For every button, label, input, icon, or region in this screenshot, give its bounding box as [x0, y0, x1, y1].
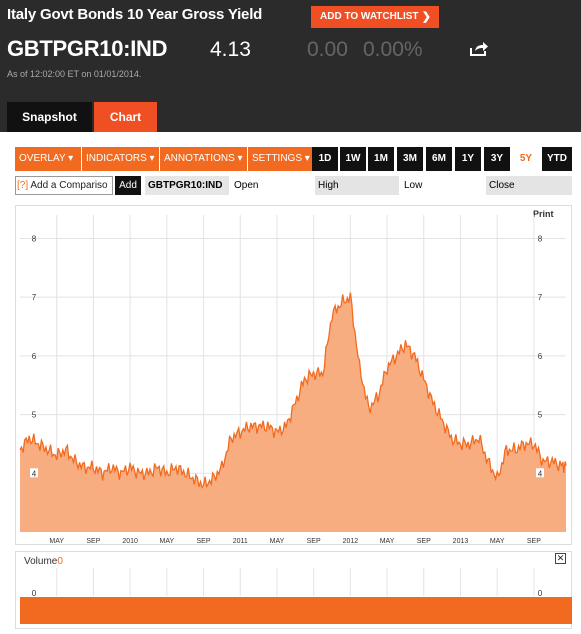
y-tick-label-left-overlay: 4 — [32, 469, 37, 478]
volume-label-text: Volume — [24, 556, 58, 567]
chart-toolbar: OVERLAY ▾ INDICATORS ▾ ANNOTATIONS ▾ SET… — [15, 147, 572, 171]
chevron-right-icon: ❯ — [421, 11, 431, 23]
settings-menu[interactable]: SETTINGS ▾ — [248, 147, 315, 171]
range-1y-button[interactable]: 1Y — [455, 147, 481, 171]
x-tick-label: MAY — [159, 538, 174, 545]
x-tick-label: SEP — [197, 538, 211, 545]
tab-chart[interactable]: Chart — [94, 102, 157, 132]
x-tick-label: 2012 — [343, 538, 359, 545]
range-1w-button[interactable]: 1W — [340, 147, 366, 171]
range-1d-button[interactable]: 1D — [312, 147, 338, 171]
share-icon[interactable] — [469, 40, 489, 58]
compare-input[interactable]: [?] Add a Compariso — [15, 176, 113, 195]
help-icon[interactable]: [?] — [17, 180, 29, 191]
overlay-menu[interactable]: OVERLAY ▾ — [15, 147, 82, 171]
indicators-menu[interactable]: INDICATORS ▾ — [82, 147, 160, 171]
x-tick-label: MAY — [270, 538, 285, 545]
range-ytd-button[interactable]: YTD — [542, 147, 572, 171]
add-to-watchlist-button[interactable]: ADD TO WATCHLIST ❯ — [311, 6, 439, 28]
ticker-symbol: GBTPGR10:IND — [7, 36, 168, 61]
x-tick-label: 2011 — [233, 538, 248, 545]
x-tick-label: MAY — [49, 538, 64, 545]
y-tick-label-left: 7 — [32, 293, 37, 302]
last-price: 4.13 — [210, 38, 251, 61]
open-field: Open — [234, 180, 259, 191]
close-field: Close — [486, 176, 572, 195]
y-tick-label-right: 7 — [538, 293, 543, 302]
y-tick-bg-right — [536, 468, 544, 478]
y-tick-label-left: 5 — [32, 411, 37, 420]
price-change: 0.00 — [307, 38, 348, 61]
watchlist-label: ADD TO WATCHLIST — [320, 11, 419, 22]
y-tick-label-left: 8 — [32, 234, 37, 243]
y-tick-bg-left — [30, 468, 38, 478]
yield-line — [19, 292, 567, 489]
tab-snapshot[interactable]: Snapshot — [7, 102, 92, 132]
x-tick-label: MAY — [380, 538, 395, 545]
range-1m-button[interactable]: 1M — [368, 147, 394, 171]
x-tick-label: 2013 — [453, 538, 469, 545]
x-tick-label: 2010 — [122, 538, 138, 545]
add-compare-button[interactable]: Add — [115, 176, 141, 195]
close-icon[interactable]: ✕ — [555, 553, 566, 564]
low-field: Low — [404, 180, 423, 191]
volume-label: Volume0 — [24, 556, 63, 567]
price-chart-frame — [15, 205, 572, 545]
x-tick-label: MAY — [490, 538, 505, 545]
volume-chart-frame — [15, 551, 572, 629]
print-link[interactable]: Print — [533, 209, 554, 219]
as-of-timestamp: As of 12:02:00 ET on 01/01/2014. — [7, 69, 142, 79]
page-title: Italy Govt Bonds 10 Year Gross Yield — [7, 6, 263, 23]
price-change-percent: 0.00% — [363, 38, 423, 61]
quote-header: Italy Govt Bonds 10 Year Gross Yield ADD… — [0, 0, 581, 132]
y-tick-label-right-overlay: 4 — [538, 469, 543, 478]
range-3m-button[interactable]: 3M — [397, 147, 423, 171]
range-5y-button[interactable]: 5Y — [513, 147, 539, 171]
high-field: High — [315, 176, 399, 195]
range-3y-button[interactable]: 3Y — [484, 147, 510, 171]
annotations-menu[interactable]: ANNOTATIONS ▾ — [160, 147, 248, 171]
range-6m-button[interactable]: 6M — [426, 147, 452, 171]
compare-row: [?] Add a Compariso Add GBTPGR10:IND Ope… — [15, 176, 572, 195]
y-tick-label-left: 6 — [32, 352, 37, 361]
y-tick-label-right: 6 — [538, 352, 543, 361]
yield-area — [20, 292, 566, 532]
x-tick-label: SEP — [307, 538, 321, 545]
y-tick-label-right: 5 — [538, 411, 543, 420]
x-tick-label: SEP — [86, 538, 100, 545]
compare-input-value: Add a Compariso — [30, 180, 108, 191]
x-tick-label: SEP — [527, 538, 541, 545]
volume-value: 0 — [57, 556, 63, 567]
y-tick-label-right: 8 — [538, 234, 543, 243]
x-tick-label: SEP — [417, 538, 431, 545]
series-symbol: GBTPGR10:IND — [145, 176, 229, 195]
